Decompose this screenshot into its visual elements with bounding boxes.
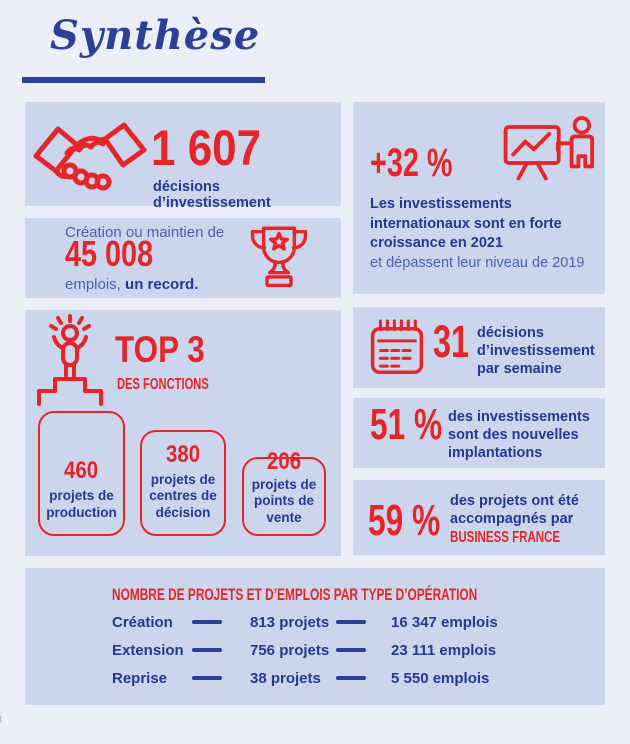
page-number: 3 <box>0 714 2 726</box>
panel-top3-fonctions: TOP 3 DES FONCTIONS 460 projets de produ… <box>25 310 341 556</box>
panel-operations-table: NOMBRE DE PROJETS ET D’EMPLOIS PAR TYPE … <box>25 568 605 705</box>
row-projects: 38 projets <box>250 669 321 687</box>
dash-line <box>336 620 366 624</box>
top3-box-points-vente: 206 projets de points de vente <box>242 449 326 536</box>
table-row: Création 813 projets 16 347 emplois <box>112 608 551 636</box>
top3-subtitle: DES FONCTIONS <box>117 376 209 393</box>
top3-box-value: 206 <box>266 447 302 475</box>
jobs-intro: Création ou maintien de <box>65 224 225 241</box>
supported-value: 59 % <box>368 496 441 545</box>
calendar-icon <box>370 318 424 376</box>
weekly-value: 31 <box>433 316 470 367</box>
top3-box-centres-decision: 380 projets de centres de décision <box>140 430 226 536</box>
row-projects: 756 projets <box>250 641 330 659</box>
jobs-value: 45 008 <box>65 233 154 274</box>
top3-box-value: 380 <box>165 440 201 468</box>
growth-text-bold: Les investissements internationaux sont … <box>370 196 562 251</box>
presenter-chart-board-icon <box>503 116 599 186</box>
panel-growth-2021: +32 % Les investissements internationaux… <box>353 102 605 294</box>
supported-brand: BUSINESS FRANCE <box>450 529 561 546</box>
top3-box-value: 460 <box>64 457 99 484</box>
implantations-label: des investissements sont des nouvelles i… <box>448 409 590 461</box>
top3-title: TOP 3 <box>115 329 205 370</box>
decisions-value: 1 607 <box>151 120 262 176</box>
panel-business-france: 59 % des projets ont été accompagnés par… <box>353 480 605 555</box>
dash-line <box>336 676 366 680</box>
row-jobs: 23 111 emplois <box>391 641 497 659</box>
top3-box-production: 460 projets de production <box>38 411 125 536</box>
operations-table-title: NOMBRE DE PROJETS ET D’EMPLOIS PAR TYPE … <box>112 586 478 604</box>
implantations-value: 51 % <box>370 400 443 449</box>
jobs-outro: emplois, un record. <box>65 276 198 293</box>
handshake-icon <box>33 115 147 193</box>
supported-label: des projets ont été accompagnés par <box>450 493 579 527</box>
panel-investment-decisions: 1 607 décisions d’investissement <box>25 102 341 211</box>
dash-line <box>192 620 222 624</box>
trophy-star-icon <box>248 224 310 294</box>
weekly-label: décisions d’investissement par semaine <box>477 325 595 377</box>
row-label: Reprise <box>112 669 168 687</box>
page-title: Synthèse <box>50 12 261 59</box>
table-row: Reprise 38 projets 5 550 emplois <box>112 664 551 692</box>
top3-box-label: projets de centres de décision <box>149 471 217 520</box>
top3-box-label: projets de production <box>46 488 117 520</box>
dash-line <box>192 676 222 680</box>
growth-text-regular: et dépassent leur niveau de 2019 <box>370 254 585 271</box>
dash-line <box>192 648 222 652</box>
row-jobs: 5 550 emplois <box>391 669 490 687</box>
row-jobs: 16 347 emplois <box>391 613 498 631</box>
podium-person-icon <box>37 314 103 406</box>
row-label: Extension <box>112 641 184 659</box>
jobs-outro-bold: un record. <box>125 276 199 293</box>
title-underline <box>22 77 265 83</box>
dash-line <box>336 648 366 652</box>
panel-jobs-record: Création ou maintien de 45 008 emplois, … <box>25 218 341 298</box>
panel-weekly-decisions: 31 décisions d’investissement par semain… <box>353 307 605 388</box>
row-label: Création <box>112 613 173 631</box>
jobs-outro-regular: emplois, <box>65 276 126 293</box>
decisions-label: décisions d’investissement <box>153 179 271 211</box>
panel-new-implantations: 51 % des investissements sont des nouvel… <box>353 398 605 468</box>
top3-box-label: projets de points de vente <box>251 476 317 525</box>
growth-value: +32 % <box>370 141 453 185</box>
table-row: Extension 756 projets 23 111 emplois <box>112 636 551 664</box>
row-projects: 813 projets <box>250 613 330 631</box>
